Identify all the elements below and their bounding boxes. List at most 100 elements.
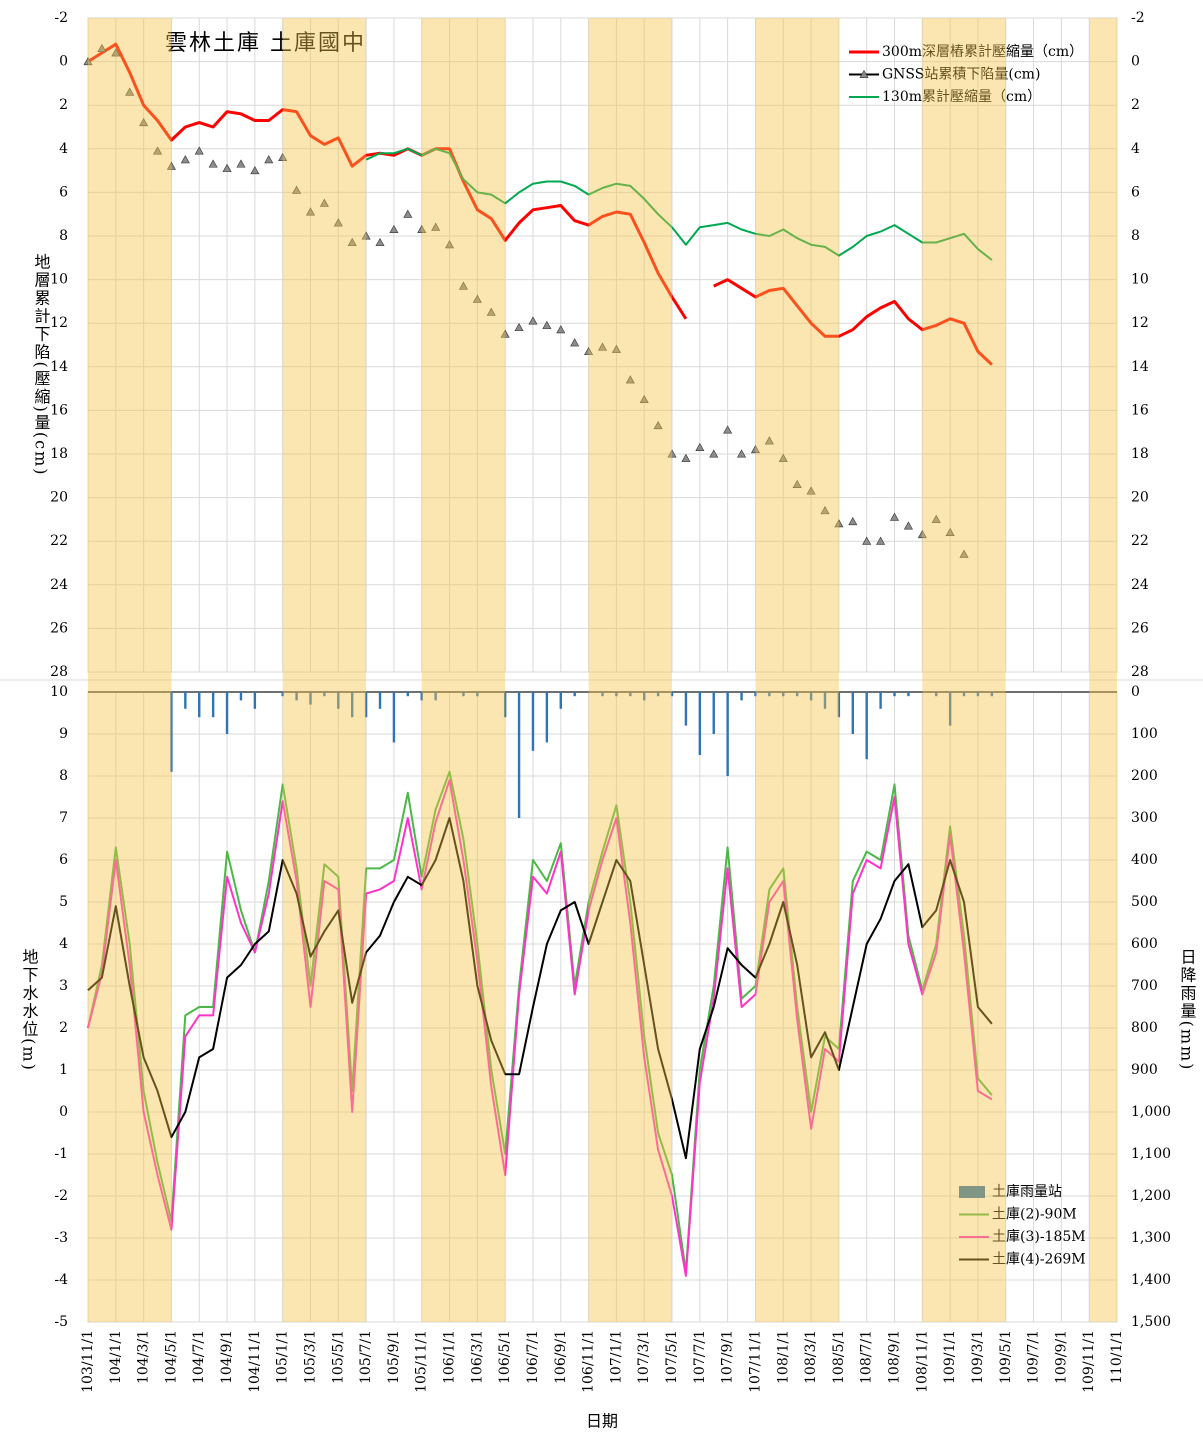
gnss-marker (848, 516, 858, 526)
gnss-marker (125, 87, 135, 96)
rain-bar (364, 692, 368, 718)
gnss-marker (458, 281, 468, 290)
x-tick-label: 105/5/1 (330, 1330, 346, 1384)
rain-bar (726, 692, 729, 776)
y-tick-label: 24 (50, 577, 68, 593)
gnss-marker (584, 346, 594, 356)
gnss-marker (653, 421, 663, 430)
x-tick-label: 108/7/1 (859, 1330, 875, 1384)
gnss-marker (139, 118, 149, 127)
gnss-marker (570, 338, 580, 347)
y2-tick-label: 300 (1131, 810, 1158, 826)
y-tick-label: 1 (59, 1062, 68, 1078)
gnss-marker (222, 163, 232, 172)
x-tick-label: 108/1/1 (775, 1330, 791, 1384)
legend-label: 土庫(3)-185M (992, 1228, 1086, 1245)
rain-bar (295, 692, 298, 701)
x-tick-label: 106/9/1 (553, 1330, 569, 1384)
x-tick-label: 107/9/1 (720, 1330, 736, 1384)
y-tick-label: 10 (50, 272, 68, 288)
gnss-marker (194, 146, 204, 155)
x-tick-label: 104/3/1 (136, 1330, 152, 1384)
y2-tick-label: 26 (1131, 620, 1149, 636)
y-tick-label: 22 (50, 533, 68, 549)
gnss-marker (723, 425, 733, 434)
gnss-marker (931, 514, 941, 523)
gnss-marker (166, 161, 176, 170)
series-line (713, 278, 993, 366)
shaded-period (282, 18, 367, 1322)
y-tick-label: 0 (59, 1104, 68, 1120)
x-tick-label: 106/5/1 (497, 1330, 513, 1384)
y-tick-label: 10 (50, 684, 68, 700)
gnss-marker (486, 307, 496, 316)
series-line (365, 147, 993, 261)
gnss-marker (431, 222, 441, 231)
legend-label: GNSS站累積下陷量(cm) (882, 67, 1040, 83)
series-line (87, 779, 993, 1277)
y-tick-label: 7 (59, 810, 68, 826)
gnss-marker (445, 240, 455, 249)
rain-bar (712, 692, 715, 734)
y2-tick-label: 600 (1131, 936, 1158, 952)
y2-tick-label: 16 (1131, 402, 1149, 418)
x-axis-title: 日期 (586, 1412, 618, 1431)
y-tick-label: 0 (59, 54, 68, 70)
rain-bar (517, 692, 521, 818)
gnss-marker (625, 375, 635, 384)
x-tick-label: 105/3/1 (302, 1330, 318, 1384)
y2-tick-label: 6 (1131, 184, 1140, 200)
x-tick-label: 104/9/1 (219, 1330, 235, 1384)
gnss-marker (389, 224, 399, 233)
y2-tick-label: -2 (1131, 10, 1145, 26)
x-tick-label: 103/11/1 (80, 1330, 96, 1393)
chart-title: 雲林土庫 土庫國中 (165, 31, 366, 56)
rain-bar (684, 692, 688, 726)
y2-tick-label: 10 (1131, 272, 1149, 288)
y-tick-label: -2 (54, 1188, 68, 1204)
y-tick-label: 16 (50, 402, 68, 418)
legend-label: 土庫雨量站 (992, 1183, 1062, 1200)
x-tick-label: 108/9/1 (887, 1330, 903, 1384)
gnss-marker (361, 231, 371, 240)
y-tick-label: 14 (50, 359, 68, 375)
rain-bar (434, 692, 437, 701)
x-tick-label: 107/11/1 (747, 1330, 763, 1393)
gnss-marker (264, 155, 274, 164)
y2-tick-label: 1,300 (1131, 1230, 1171, 1246)
y2-tick-label: 1,400 (1131, 1272, 1171, 1288)
rain-bar (809, 692, 813, 701)
y-tick-label: 18 (50, 446, 68, 462)
rain-bar (879, 692, 882, 709)
rain-bar (420, 692, 423, 701)
y-tick-label: 8 (59, 228, 68, 244)
gnss-marker (236, 159, 246, 168)
y-axis-title: 地下水水位(m) (20, 948, 39, 1072)
legend-label: 土庫(2)-90M (992, 1206, 1077, 1223)
rain-bar (503, 692, 507, 718)
y2-tick-label: 200 (1131, 768, 1158, 784)
rain-bar (698, 692, 702, 755)
rain-bar (865, 692, 868, 760)
y2-tick-label: 1,100 (1131, 1146, 1171, 1162)
y2-tick-label: 900 (1131, 1062, 1158, 1078)
gnss-marker (792, 479, 802, 489)
gnss-marker (208, 159, 218, 168)
y2-tick-label: 100 (1131, 726, 1158, 742)
gnss-marker (903, 521, 913, 530)
y2-tick-label: 24 (1131, 577, 1149, 593)
rain-bar (225, 692, 229, 734)
x-tick-label: 108/5/1 (831, 1330, 847, 1384)
y-tick-label: 5 (59, 894, 68, 910)
x-tick-label: 107/5/1 (664, 1330, 680, 1384)
rain-bar (323, 692, 326, 697)
x-tick-label: 106/7/1 (525, 1330, 541, 1384)
x-tick-label: 109/5/1 (998, 1330, 1014, 1384)
series-line (87, 770, 993, 1273)
x-tick-label: 104/7/1 (191, 1330, 207, 1384)
rain-bar (545, 692, 549, 743)
gnss-marker (417, 224, 427, 233)
gnss-marker (667, 449, 677, 458)
gnss-marker (917, 530, 927, 539)
